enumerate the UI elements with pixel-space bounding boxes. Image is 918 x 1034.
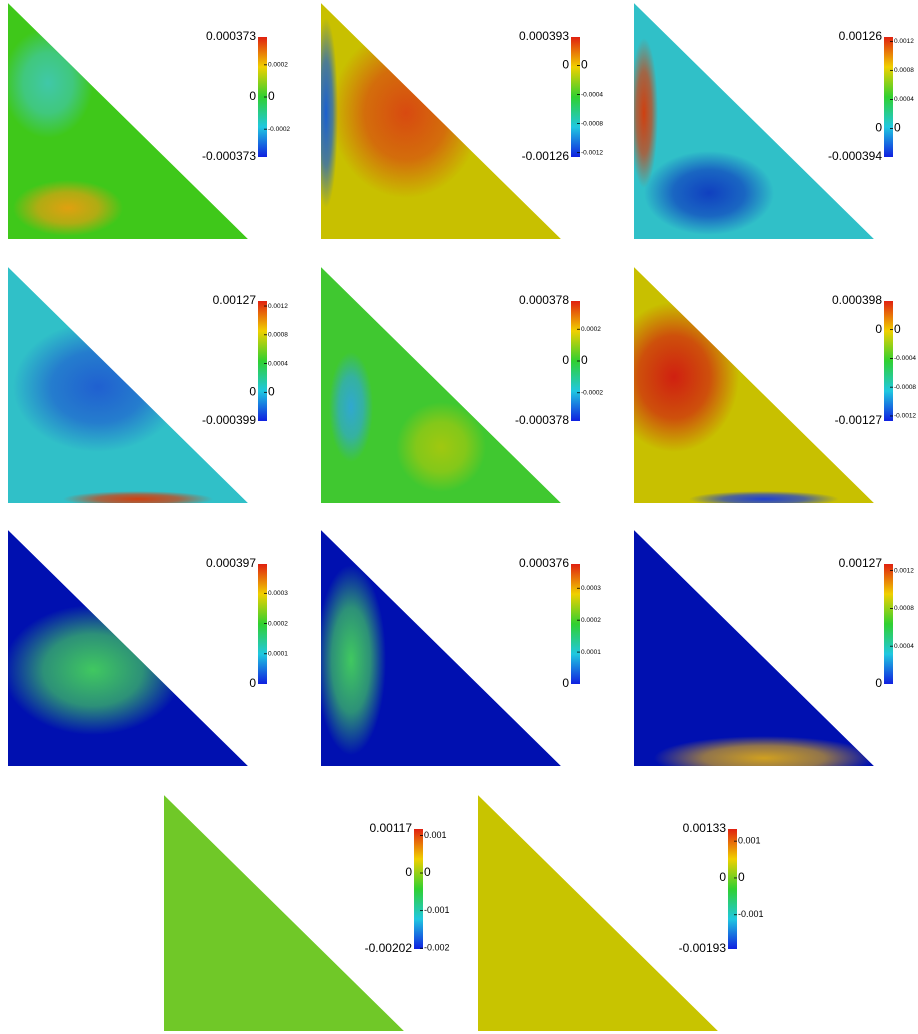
panel: 0.000378 -0.000378 0 0.0002 0 -0.0002: [321, 267, 603, 503]
colorbar-min: -0.00193: [679, 941, 727, 955]
colorbar-right-tick: 0.0004: [894, 96, 914, 103]
colorbar-right-tick: 0.0001: [581, 649, 601, 656]
colorbar: [258, 301, 267, 421]
colorbar: [884, 564, 893, 684]
colorbar-right-tick: 0: [424, 865, 431, 879]
field-plot: [634, 530, 874, 766]
colorbar-left-tick: 0: [249, 89, 256, 103]
colorbar-right-tick: -0.0008: [581, 120, 603, 127]
colorbar-right-tick: 0: [581, 58, 588, 72]
colorbar-right-tick: 0: [738, 870, 745, 884]
colorbar-min: -0.00127: [835, 413, 883, 427]
colorbar-left-tick: 0: [249, 384, 256, 398]
colorbar-right-tick: 0.0008: [268, 332, 288, 339]
colorbar-right-tick: 0.0008: [894, 605, 914, 612]
panel: 0.000373 -0.000373 0 0.0002 0 -0.0002: [8, 3, 290, 239]
field-plot: [321, 267, 561, 503]
colorbar: [258, 37, 267, 157]
colorbar-right-tick: -0.0012: [894, 413, 916, 420]
colorbar-right-tick: -0.001: [738, 909, 764, 919]
colorbar-right-tick: 0.0008: [894, 67, 914, 74]
field-plot: [321, 530, 561, 766]
colorbar-max: 0.000393: [519, 29, 569, 43]
panel: 0.000393 -0.00126 0 0 -0.0004 -0.0008 -0.0012: [321, 3, 603, 239]
colorbar: [884, 301, 893, 421]
colorbar-min: -0.000373: [202, 149, 256, 163]
colorbar-right-tick: 0.0012: [268, 303, 288, 310]
colorbar-right-tick: 0.001: [738, 836, 761, 846]
colorbar-right-tick: 0.0004: [894, 643, 914, 650]
colorbar-left-tick: 0: [562, 353, 569, 367]
colorbar-max: 0.000398: [832, 293, 882, 307]
colorbar-right-tick: -0.002: [424, 943, 450, 953]
colorbar-min: -0.00202: [365, 941, 413, 955]
field-plot: [634, 267, 874, 503]
colorbar-right-tick: 0.0001: [268, 650, 288, 657]
field-plot: [478, 795, 718, 1031]
colorbar-right-tick: -0.0008: [894, 384, 916, 391]
colorbar-right-tick: 0: [894, 322, 901, 336]
colorbar-right-tick: 0: [268, 384, 275, 398]
colorbar-right-tick: 0.0003: [268, 590, 288, 597]
colorbar: [571, 37, 580, 157]
colorbar-right-tick: 0.0002: [268, 62, 288, 69]
colorbar-min: 0: [875, 676, 882, 690]
colorbar-right-tick: 0.0002: [581, 326, 601, 333]
field-plot: [164, 795, 404, 1031]
colorbar-right-tick: 0.0002: [268, 620, 288, 627]
colorbar-max: 0.00133: [683, 821, 727, 835]
panel: 0.000397 0 0.0003 0.0002 0.0001: [8, 530, 288, 766]
colorbar-max: 0.000376: [519, 556, 569, 570]
colorbar-min: -0.00126: [522, 149, 570, 163]
colorbar: [258, 564, 267, 684]
colorbar-left-tick: 0: [875, 322, 882, 336]
colorbar-right-tick: -0.0002: [268, 126, 290, 133]
colorbar-right-tick: 0.0004: [268, 360, 288, 367]
panel: 0.00127 0 0.0012 0.0008 0.0004: [634, 530, 914, 766]
colorbar-left-tick: 0: [405, 865, 412, 879]
colorbar-right-tick: -0.0012: [581, 149, 603, 156]
panel: 0.00126 -0.000394 0 0.0012 0.0008 0.0004 0: [634, 3, 914, 239]
colorbar-right-tick: 0.0012: [894, 567, 914, 574]
colorbar-max: 0.00126: [839, 29, 883, 43]
colorbar-max: 0.000373: [206, 29, 256, 43]
colorbar: [571, 564, 580, 684]
colorbar-right-tick: 0.0003: [581, 585, 601, 592]
field-plot: [634, 3, 874, 239]
colorbar-max: 0.00127: [213, 293, 257, 307]
colorbar-left-tick: 0: [562, 58, 569, 72]
colorbar-max: 0.00117: [370, 821, 413, 835]
colorbar-right-tick: 0: [268, 89, 275, 103]
panel: 0.00117 -0.00202 0 0.001 0 -0.001 -0.002: [164, 795, 450, 1031]
colorbar-min: 0: [249, 676, 256, 690]
colorbar-max: 0.00127: [839, 556, 883, 570]
colorbar-right-tick: -0.001: [424, 905, 450, 915]
colorbar-right-tick: -0.0004: [894, 355, 916, 362]
colorbar-right-tick: 0.0002: [581, 617, 601, 624]
colorbar: [414, 829, 423, 949]
colorbar-max: 0.000397: [206, 556, 256, 570]
colorbar-min: 0: [562, 676, 569, 690]
field-plot: [8, 267, 248, 503]
colorbar: [571, 301, 580, 421]
colorbar-min: -0.000394: [828, 149, 882, 163]
colorbar-min: -0.000399: [202, 413, 256, 427]
panel: 0.000398 -0.00127 0 0 -0.0004 -0.0008 -0.0012: [634, 267, 916, 503]
colorbar-right-tick: -0.0004: [581, 91, 603, 98]
colorbar: [728, 829, 737, 949]
colorbar-max: 0.000378: [519, 293, 569, 307]
colorbar-right-tick: -0.0002: [581, 389, 603, 396]
colorbar: [884, 37, 893, 157]
colorbar-min: -0.000378: [515, 413, 569, 427]
colorbar-right-tick: 0: [894, 121, 901, 135]
colorbar-right-tick: 0.001: [424, 830, 447, 840]
panel: 0.00127 -0.000399 0 0.0012 0.0008 0.0004 0: [8, 267, 288, 503]
colorbar-left-tick: 0: [719, 870, 726, 884]
panel: 0.000376 0 0.0003 0.0002 0.0001: [321, 530, 601, 766]
colorbar-left-tick: 0: [875, 121, 882, 135]
colorbar-right-tick: 0: [581, 353, 588, 367]
colorbar-right-tick: 0.0012: [894, 38, 914, 45]
panel: 0.00133 -0.00193 0 0.001 0 -0.001: [478, 795, 764, 1031]
